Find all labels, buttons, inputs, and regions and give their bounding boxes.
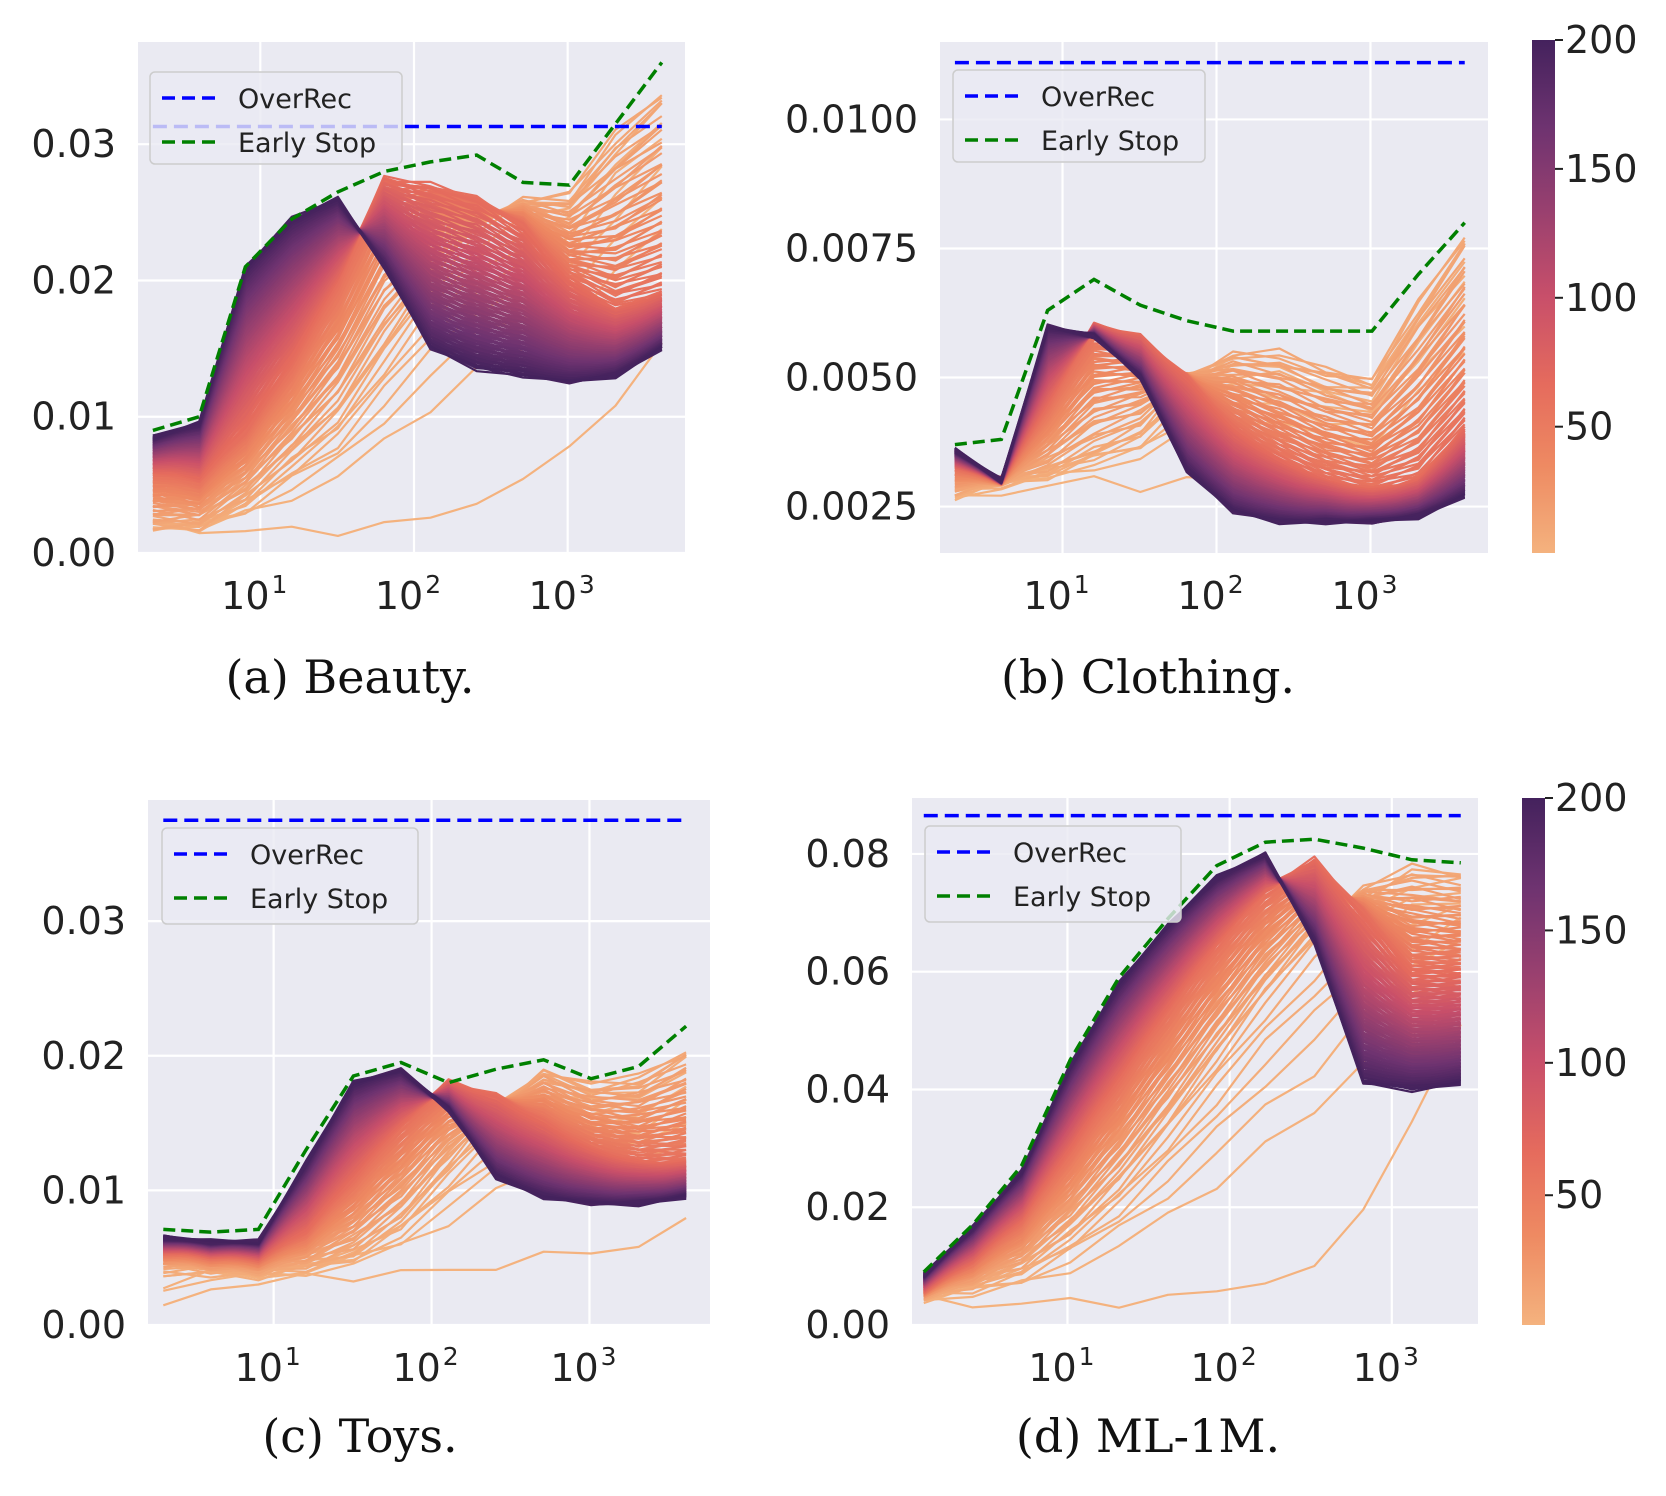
epoch-curve [923,865,1461,1292]
early-stop-line [163,1024,688,1234]
y-tick-label: 0.02 [41,1034,126,1078]
early-stop-line [152,61,664,433]
x-tick-label: 101 [235,1342,301,1390]
epoch-curve [152,192,663,471]
y-tick-label: 0.0100 [785,97,918,141]
y-tick-label: 0.00 [805,1303,890,1347]
y-tick-label: 0.01 [41,1168,126,1212]
epoch-curve [152,185,663,479]
y-tick-label: 0.02 [805,1185,890,1229]
epoch-curve [152,198,663,437]
early-stop-line [954,221,1467,447]
epoch-curve [163,1068,687,1245]
x-tick-label: 103 [529,570,595,618]
epoch-curve [954,326,1466,526]
colorbar-top: 50 100 150 200 [1532,18,1638,553]
x-tick-label: 101 [221,570,287,618]
legend-label: OverRec [1041,82,1155,113]
y-tick-label: 0.0050 [785,356,918,400]
caption-toys: (c) Toys. [262,1409,457,1463]
epoch-curve [954,303,1466,485]
early-stop-line [922,837,1461,1274]
colorbar-tick-label: 200 [1565,18,1638,62]
legend-label: Early Stop [238,128,376,159]
x-tick-label: 101 [1028,1342,1094,1390]
legend-box [161,827,419,925]
epoch-curve [163,1093,687,1271]
x-tick-label: 102 [375,570,441,618]
epoch-curve [923,894,1461,1293]
chart-panel-clothing: (b) Clothing. 0.0025 0.0050 0.0075 0.0100 10… [785,42,1488,704]
x-tick-label: 102 [392,1342,458,1390]
y-tick-label: 0.03 [31,122,116,166]
chart-panel-toys: (c) Toys. 0.00 0.01 0.02 0.03 101 102 103 OverR… [41,800,710,1463]
y-tick-label: 0.00 [41,1303,126,1347]
epoch-curves [923,851,1462,1309]
colorbar-tick-label: 100 [1555,1041,1628,1085]
x-tick-label: 103 [550,1342,616,1390]
epoch-curve [152,198,663,485]
epoch-curve [162,1217,687,1307]
legend-label: OverRec [1013,838,1127,869]
epoch-curve [923,873,1461,1298]
x-tick-label: 101 [1023,570,1089,618]
epoch-curve [923,855,1462,1275]
legend: OverRec Early Stop [924,825,1182,923]
epoch-curve [954,245,1466,486]
epoch-curves [152,94,663,538]
legend: OverRec Early Stop [149,71,403,165]
y-tick-label: 0.04 [805,1067,890,1111]
legend-label: Early Stop [1013,882,1151,913]
epoch-curve [954,304,1466,484]
epoch-curve [923,886,1461,1294]
x-tick-label: 102 [1177,570,1243,618]
y-tick-label: 0.0025 [785,485,918,529]
colorbar-bottom: 50 100 150 200 [1522,776,1628,1325]
legend-label: OverRec [238,84,352,115]
colorbar-tick-label: 50 [1555,1173,1603,1217]
epoch-curve [163,1054,687,1277]
x-tick-label: 102 [1191,1342,1257,1390]
chart-panel-beauty: (a) Beauty. 0.00 0.01 0.02 0.03 101 102 103 Ove… [31,42,685,704]
colorbar-tick-label: 50 [1565,405,1613,449]
caption-ml1m: (d) ML-1M. [1016,1409,1280,1463]
caption-beauty: (a) Beauty. [225,650,474,704]
y-tick-label: 0.01 [31,395,116,439]
colorbar-tick-label: 150 [1565,147,1638,191]
x-tick-label: 103 [1331,570,1397,618]
epoch-curve [923,875,1461,1293]
legend-label: Early Stop [1041,126,1179,157]
colorbar-gradient [1532,40,1555,553]
epoch-curves [954,236,1466,526]
caption-clothing: (b) Clothing. [1001,650,1295,704]
epoch-curve [923,1024,1462,1309]
legend-box [924,825,1182,923]
legend: OverRec Early Stop [161,827,419,925]
y-tick-label: 0.0075 [785,226,918,270]
legend-label: OverRec [250,840,364,871]
epoch-curve [152,342,663,538]
epoch-curve [923,892,1461,1296]
y-tick-label: 0.06 [805,950,890,994]
y-tick-label: 0.02 [31,258,116,302]
colorbar-tick-label: 150 [1555,908,1628,952]
colorbar-tick-label: 200 [1555,776,1628,820]
chart-panel-ml1m: (d) ML-1M. 0.00 0.02 0.04 0.06 0.08 101 102 103… [805,798,1478,1463]
x-tick-label: 103 [1353,1342,1419,1390]
epoch-curve [163,1066,687,1275]
epoch-curve [954,286,1466,482]
y-tick-label: 0.00 [31,531,116,575]
y-tick-label: 0.03 [41,899,126,943]
epoch-curve [923,887,1461,1293]
legend: OverRec Early Stop [952,69,1206,163]
colorbar-tick-label: 100 [1565,276,1638,320]
epoch-curves [162,1051,687,1307]
y-tick-label: 0.08 [805,832,890,876]
colorbar-gradient [1522,798,1545,1325]
legend-label: Early Stop [250,884,388,915]
